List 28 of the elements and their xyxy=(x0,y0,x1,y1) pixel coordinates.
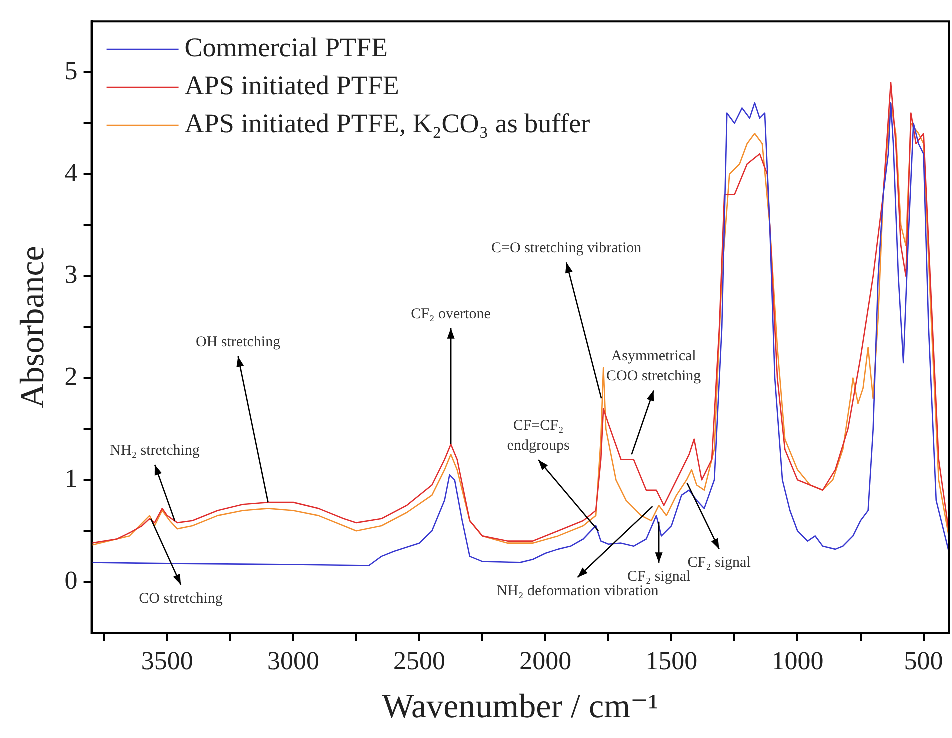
legend-label: APS initiated PTFE xyxy=(184,70,400,101)
x-tick-label: 500 xyxy=(904,646,944,676)
x-tick-label: 3000 xyxy=(267,646,320,676)
x-axis-title: Wavenumber / cm⁻¹ xyxy=(382,688,659,726)
annotation: C=O stretching vibration xyxy=(492,240,642,257)
x-tick-label: 3500 xyxy=(141,646,194,676)
annotation: CF₂ overtone xyxy=(411,306,492,322)
annotation: NH₂ stretching xyxy=(110,442,200,459)
y-tick-label: 0 xyxy=(64,566,78,595)
x-tick-label: 2500 xyxy=(394,646,446,676)
legend-label: Commercial PTFE xyxy=(184,32,388,63)
y-tick-label: 2 xyxy=(64,362,78,392)
y-axis-title: Absorbance xyxy=(14,246,52,408)
annotation: CF=CF₂ endgroups xyxy=(507,418,570,454)
y-tick-label: 4 xyxy=(64,158,78,188)
x-tick-label: 1000 xyxy=(772,646,824,676)
legend-label: APS initiated PTFE, K₂CO₃ as buffer xyxy=(184,108,590,139)
y-tick-label: 1 xyxy=(64,464,78,493)
annotation: OH stretching xyxy=(196,334,282,351)
y-tick-label: 5 xyxy=(64,56,78,86)
annotation: CF₂ signal xyxy=(627,568,691,585)
annotation: NH₂ deformation vibration xyxy=(496,584,660,600)
annotation: CO stretching xyxy=(139,590,224,607)
annotation: CF₂ signal xyxy=(688,555,751,572)
x-tick-label: 1500 xyxy=(646,646,698,676)
x-tick-label: 2000 xyxy=(520,646,572,676)
y-tick-label: 3 xyxy=(64,260,78,290)
annotation: Asymmetrical COO stretching xyxy=(606,348,702,385)
